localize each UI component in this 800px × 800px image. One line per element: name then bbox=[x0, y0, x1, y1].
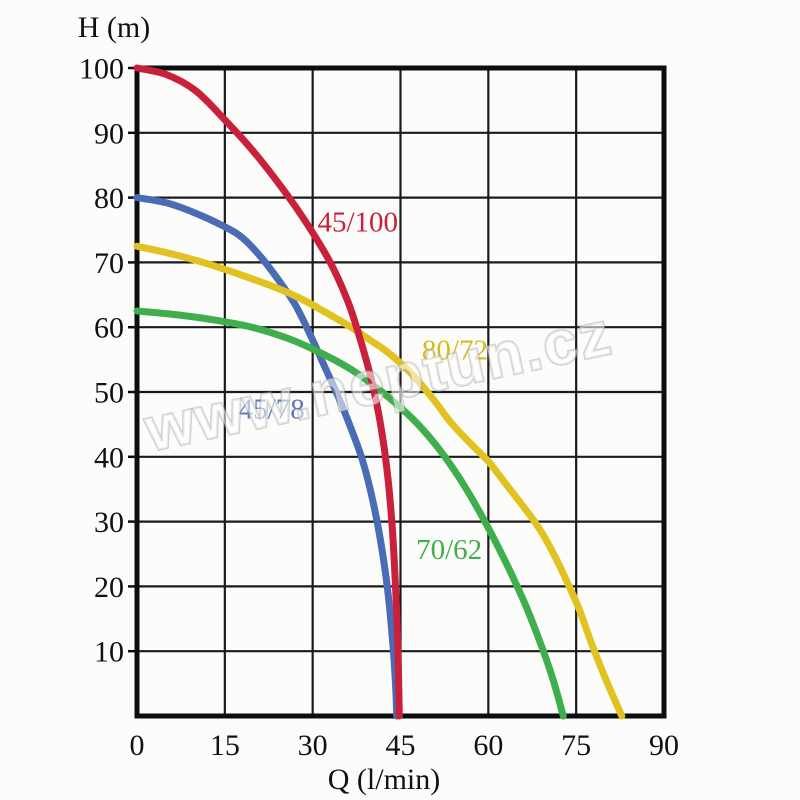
tick-labels: 0 15 30 45 60 75 90 10 20 30 40 50 60 70 80 90 100 bbox=[79, 53, 679, 763]
x-tick-label-30: 30 bbox=[298, 729, 328, 762]
x-tick-label-0: 0 bbox=[130, 729, 145, 762]
curve-label-45-78: 45/78 bbox=[239, 393, 305, 425]
x-tick-label-90: 90 bbox=[649, 729, 679, 762]
y-tick-label-10: 10 bbox=[94, 636, 124, 669]
x-tick-label-60: 60 bbox=[473, 729, 503, 762]
curve-label-80-72: 80/72 bbox=[422, 334, 488, 366]
y-tick-label-30: 30 bbox=[94, 506, 124, 539]
y-tick-label-70: 70 bbox=[94, 247, 124, 280]
curve-labels: 45/78 70/62 80/72 45/100 bbox=[239, 207, 488, 566]
watermark: www.neptun.cz bbox=[138, 299, 618, 465]
y-tick-label-90: 90 bbox=[94, 117, 124, 150]
x-tick-label-15: 15 bbox=[210, 729, 240, 762]
y-axis-title: H (m) bbox=[78, 11, 150, 44]
y-tick-label-80: 80 bbox=[94, 182, 124, 215]
y-tick-label-20: 20 bbox=[94, 571, 124, 604]
curve-80-72 bbox=[133, 242, 626, 720]
curve-label-70-62: 70/62 bbox=[416, 534, 482, 566]
chart-grid bbox=[128, 65, 667, 719]
x-tick-label-45: 45 bbox=[386, 729, 416, 762]
x-tick-label-75: 75 bbox=[561, 729, 591, 762]
y-tick-label-60: 60 bbox=[94, 312, 124, 345]
y-tick-label-50: 50 bbox=[94, 377, 124, 410]
curve-45-100 bbox=[133, 64, 403, 720]
curve-70-62 bbox=[133, 307, 567, 720]
curve-45-78 bbox=[133, 194, 401, 720]
curve-label-45-100: 45/100 bbox=[317, 207, 398, 239]
x-axis-title: Q (l/min) bbox=[328, 763, 441, 796]
chart-curves bbox=[133, 64, 626, 720]
y-tick-label-100: 100 bbox=[79, 53, 124, 86]
y-tick-label-40: 40 bbox=[94, 441, 124, 474]
